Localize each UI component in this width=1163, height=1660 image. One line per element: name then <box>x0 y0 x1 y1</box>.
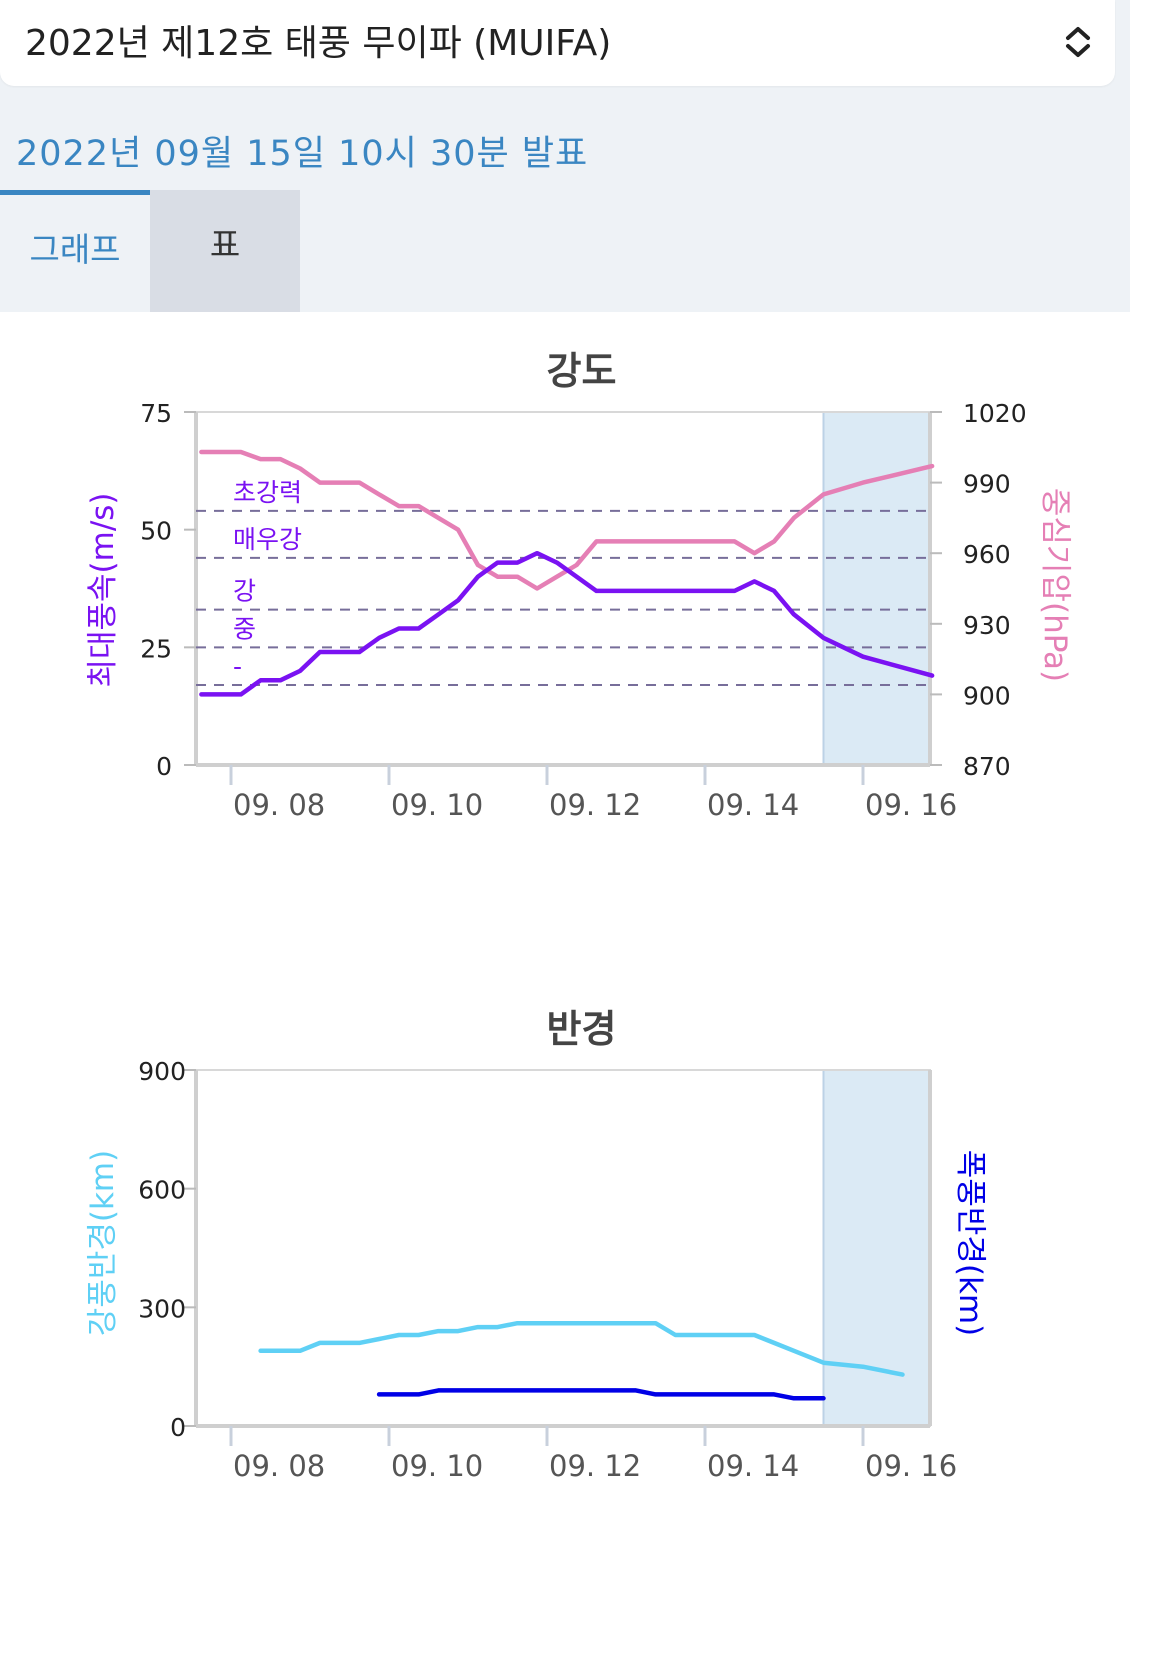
wind-speed-line <box>199 550 935 697</box>
tab-table[interactable]: 표 <box>150 190 300 312</box>
storm-radius-line <box>376 1388 826 1401</box>
category-label: 강 <box>233 577 256 606</box>
x-tick-label: 09. 14 <box>707 1449 799 1483</box>
y-left-tick-label: 75 <box>140 399 172 428</box>
y-left-axis-label: 최대풍속(m/s) <box>85 492 121 687</box>
y-right-axis-label: 폭풍반경(km) <box>952 1150 988 1336</box>
y-left-tick-label: 300 <box>138 1294 186 1323</box>
y-left-tick-label: 0 <box>170 1413 186 1442</box>
announcement-text: 2022년 09월 15일 10시 30분 발표 <box>16 134 589 174</box>
category-label: 중 <box>233 614 256 643</box>
intensity-chart: 09. 08 09. 10 09. 12 09. 14 09. 16 0 25 50 75 870… <box>85 399 1073 822</box>
x-tick-label: 09. 08 <box>233 788 325 822</box>
y-left-tick-label: 900 <box>138 1057 186 1086</box>
plot-frame <box>195 411 931 766</box>
y-right-axis-label: 중심기압(hPa) <box>1037 488 1073 682</box>
y-left-tick-label: 600 <box>138 1176 186 1205</box>
y-right-tick-label: 900 <box>963 681 1011 710</box>
x-tick-label: 09. 16 <box>865 788 957 822</box>
category-label: - <box>233 652 242 681</box>
y-left-tick-label: 0 <box>156 752 172 781</box>
forecast-region <box>823 1070 930 1426</box>
y-right-tick-label: 1020 <box>963 399 1027 428</box>
x-tick-label: 09. 16 <box>865 1449 957 1483</box>
x-tick-label: 09. 10 <box>391 1449 483 1483</box>
y-left-tick-label: 50 <box>140 517 172 546</box>
y-left-axis-label: 강풍반경(km) <box>85 1150 121 1336</box>
intensity-chart-title: 강도 <box>546 349 617 393</box>
view-tabs: 그래프 표 <box>0 190 300 312</box>
category-label: 매우강 <box>233 525 302 554</box>
pressure-line <box>199 449 935 591</box>
y-right-tick-label: 990 <box>963 470 1011 499</box>
typhoon-select[interactable]: 2022년 제12호 태풍 무이파 (MUIFA) <box>0 0 1115 86</box>
x-tick-label: 09. 12 <box>549 1449 641 1483</box>
typhoon-select-value: 2022년 제12호 태풍 무이파 (MUIFA) <box>25 23 612 64</box>
x-tick-label: 09. 14 <box>707 788 799 822</box>
x-tick-label: 09. 08 <box>233 1449 325 1483</box>
strong-wind-radius-line <box>258 1320 905 1377</box>
plot-frame <box>195 1069 931 1427</box>
radius-chart: 09. 08 09. 10 09. 12 09. 14 09. 16 0 300 600 900… <box>85 1057 988 1483</box>
x-tick-label: 09. 10 <box>391 788 483 822</box>
radius-chart-title: 반경 <box>546 1007 617 1051</box>
forecast-region <box>823 412 930 765</box>
x-tick-label: 09. 12 <box>549 788 641 822</box>
tab-graph[interactable]: 그래프 <box>0 190 150 312</box>
chevron-updown-icon <box>1066 27 1090 57</box>
y-right-tick-label: 930 <box>963 611 1011 640</box>
y-right-tick-label: 870 <box>963 752 1011 781</box>
category-label: 초강력 <box>233 478 302 507</box>
y-right-tick-label: 960 <box>963 540 1011 569</box>
y-left-tick-label: 25 <box>140 634 172 663</box>
